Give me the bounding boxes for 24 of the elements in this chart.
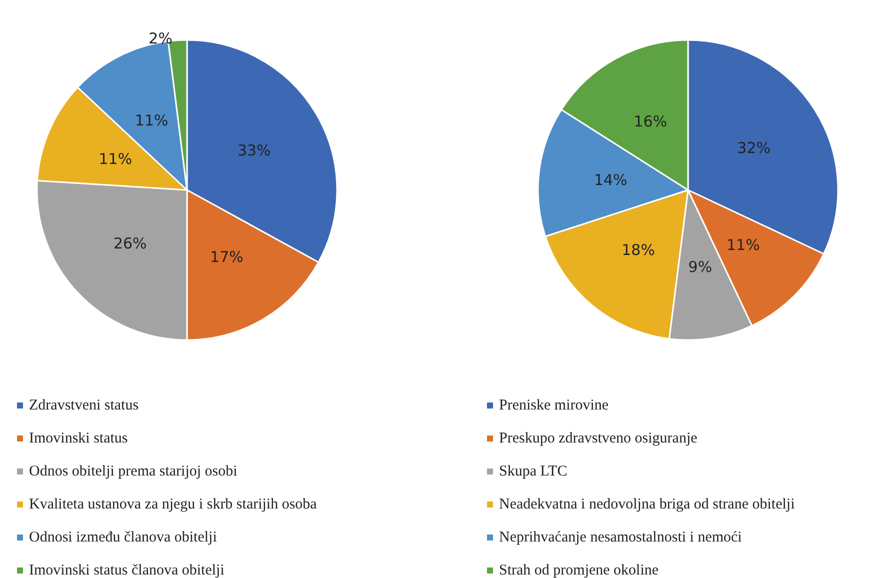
data-label: 2%	[148, 29, 172, 48]
data-label: 11%	[726, 236, 760, 254]
data-label: 14%	[594, 171, 628, 190]
legend-label: Preniske mirovine	[499, 398, 609, 414]
legend-label: Neadekvatna i nedovoljna briga od strane obitelji	[499, 496, 795, 512]
data-label: 18%	[622, 241, 655, 260]
data-label: 33%	[237, 141, 271, 160]
data-label: 11%	[134, 112, 168, 130]
legend-label: Preskupo zdravstveno osiguranje	[499, 430, 698, 446]
legend-label: Neprihvaćanje nesamostalnosti i nemoći	[499, 530, 742, 546]
legend-label: Imovinski status	[29, 430, 128, 446]
data-label: 17%	[210, 248, 244, 266]
legend-label: Imovinski status članova obitelji	[29, 562, 224, 578]
data-label: 32%	[737, 139, 771, 158]
legend-label: Odnos obitelji prema starijoj osobi	[29, 464, 238, 480]
data-label: 26%	[113, 234, 147, 252]
legend-label: Odnosi između članova obitelji	[29, 530, 217, 546]
legend-label: Strah od promjene okoline	[499, 562, 659, 578]
legend-label: Kvaliteta ustanova za njegu i skrb starijih osoba	[29, 496, 318, 512]
legend-label: Zdravstveni status	[29, 398, 139, 414]
data-label: 16%	[634, 112, 668, 131]
data-label: 11%	[98, 150, 132, 168]
legend-label: Skupa LTC	[499, 464, 568, 480]
data-label: 9%	[688, 258, 712, 276]
